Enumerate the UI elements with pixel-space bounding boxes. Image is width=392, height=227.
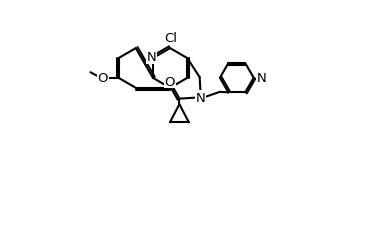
Text: N: N bbox=[256, 72, 266, 85]
Text: N: N bbox=[147, 51, 157, 64]
Text: O: O bbox=[165, 75, 175, 88]
Text: O: O bbox=[98, 72, 108, 85]
Text: Cl: Cl bbox=[164, 32, 177, 45]
Text: N: N bbox=[196, 91, 206, 104]
